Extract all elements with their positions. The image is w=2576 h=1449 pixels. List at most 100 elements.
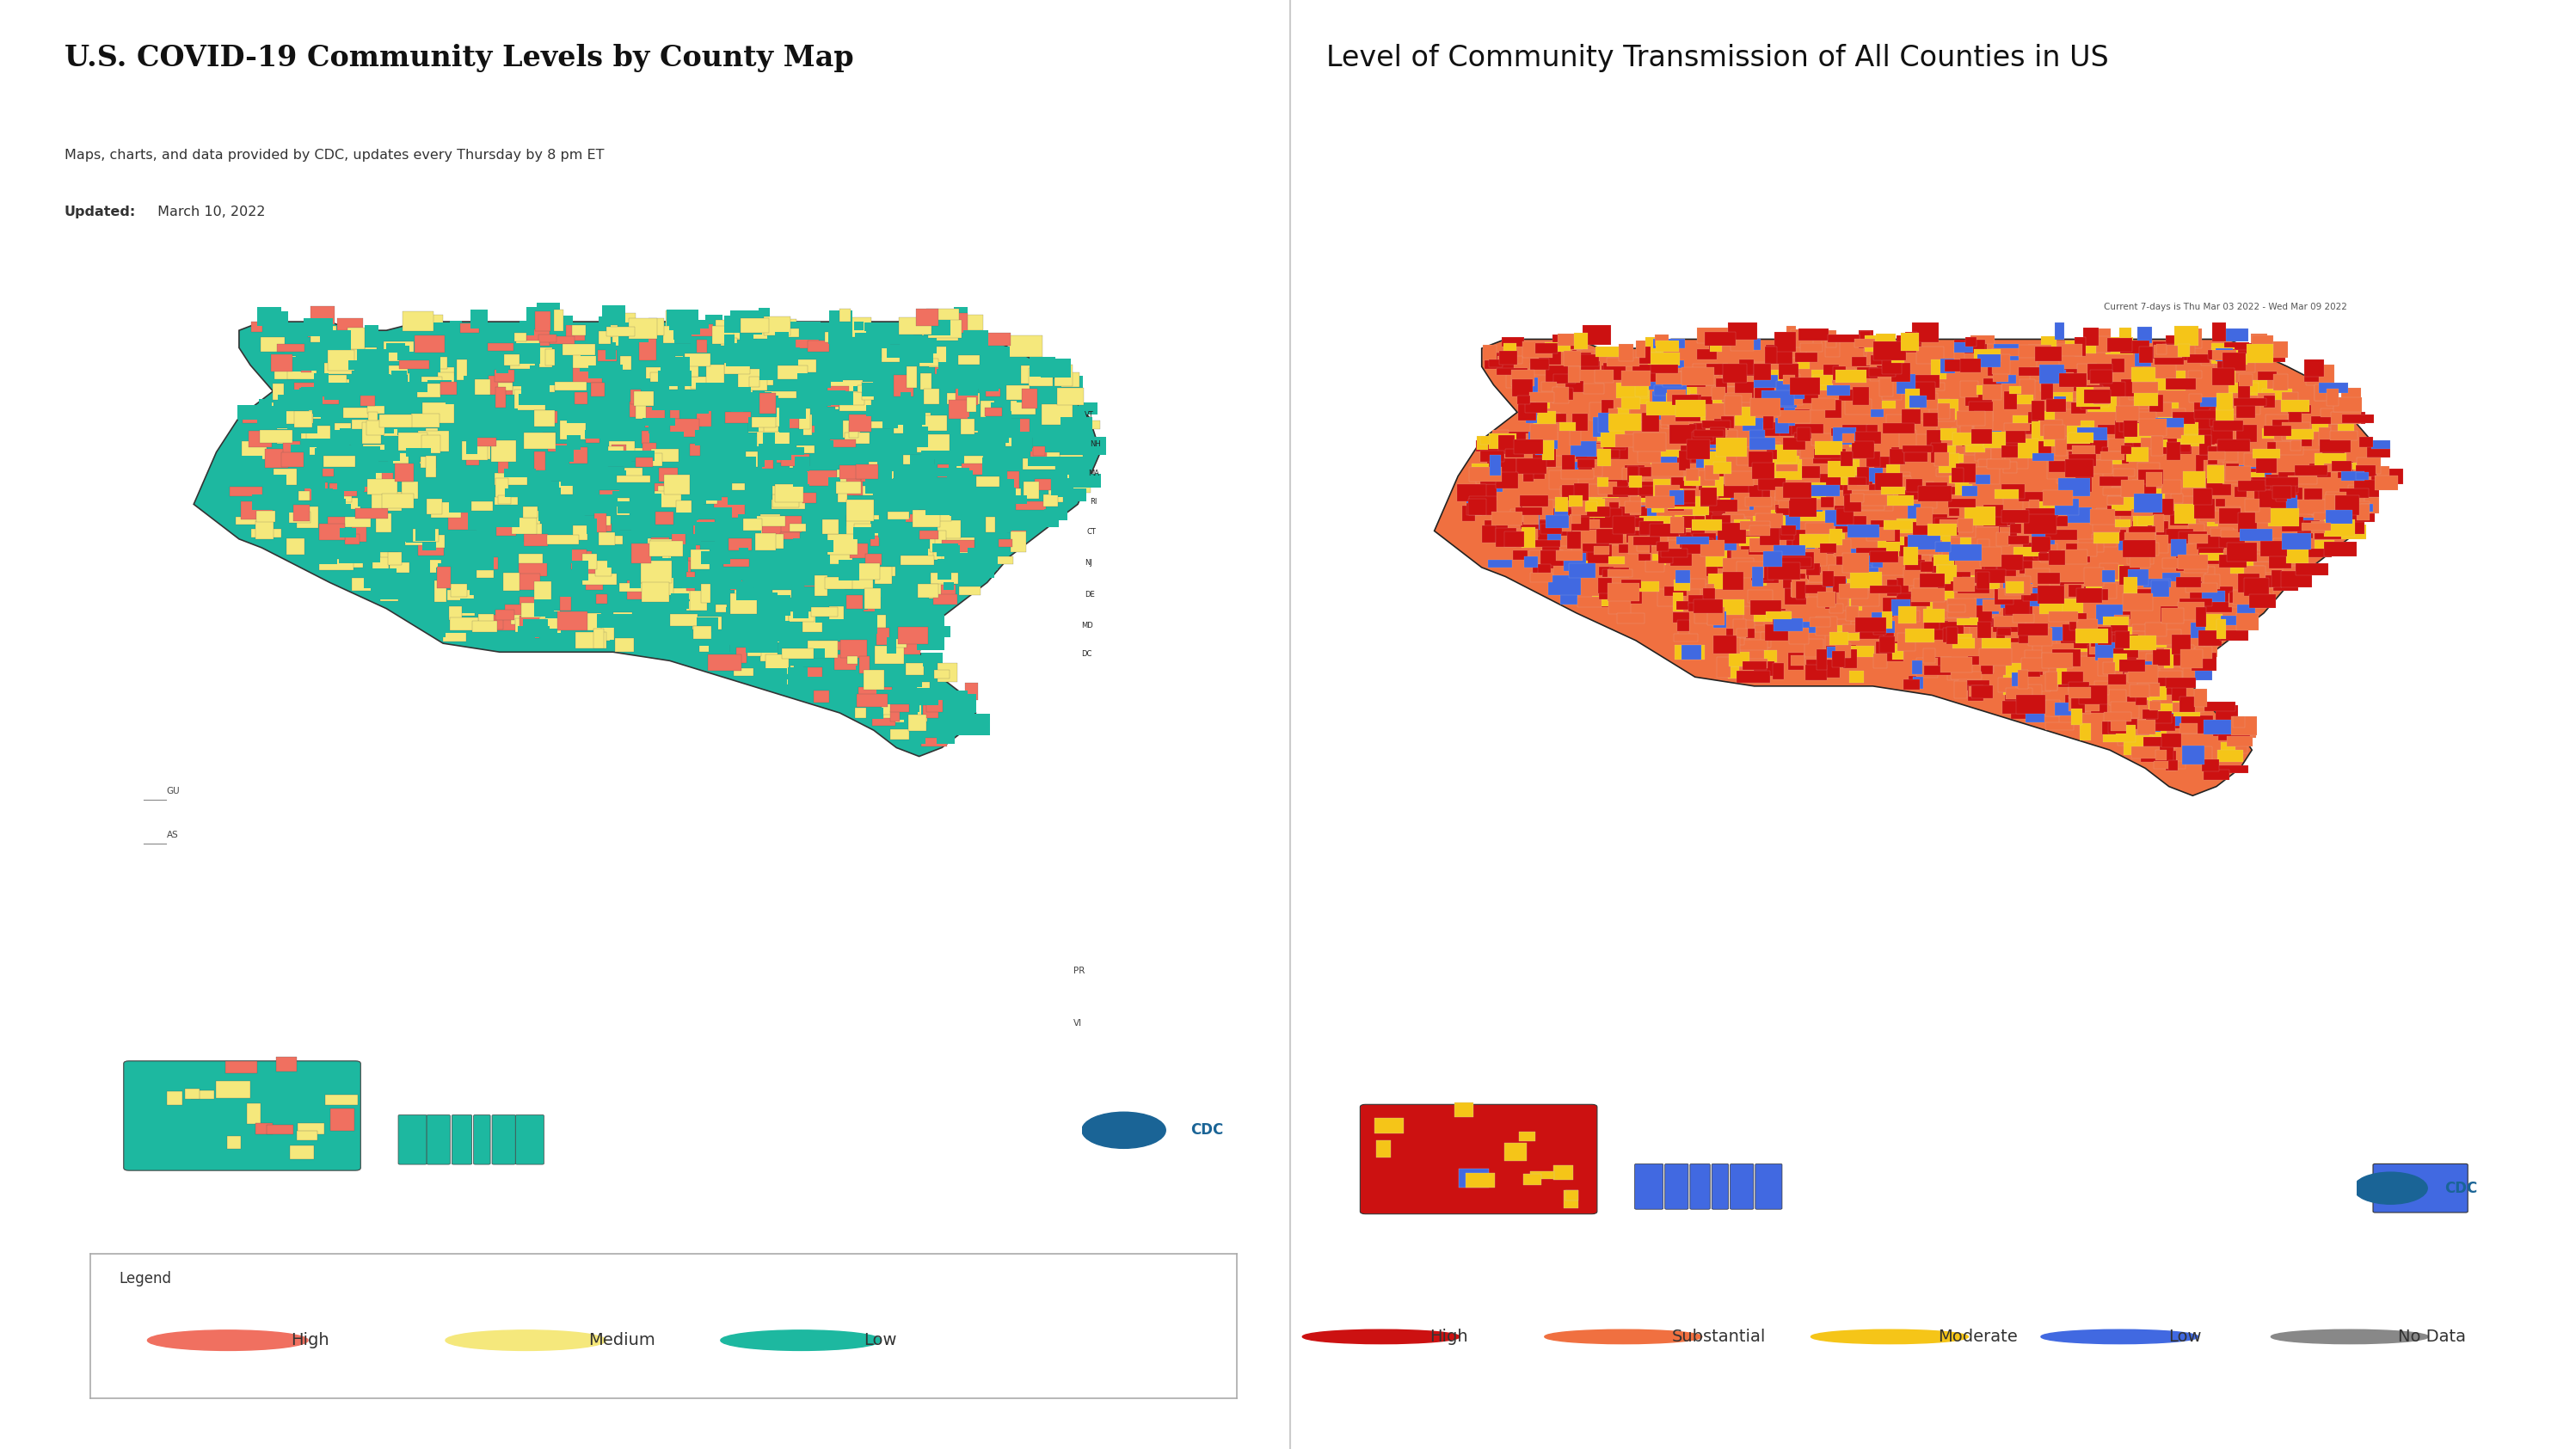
FancyBboxPatch shape <box>605 361 626 377</box>
FancyBboxPatch shape <box>1744 339 1759 349</box>
FancyBboxPatch shape <box>912 542 927 564</box>
FancyBboxPatch shape <box>2264 426 2290 436</box>
FancyBboxPatch shape <box>582 574 616 584</box>
FancyBboxPatch shape <box>768 635 788 642</box>
FancyBboxPatch shape <box>260 338 283 352</box>
FancyBboxPatch shape <box>2004 391 2017 409</box>
FancyBboxPatch shape <box>845 433 871 443</box>
FancyBboxPatch shape <box>1940 429 1958 440</box>
FancyBboxPatch shape <box>325 364 353 374</box>
FancyBboxPatch shape <box>327 510 348 529</box>
FancyBboxPatch shape <box>1960 423 1973 440</box>
FancyBboxPatch shape <box>734 645 762 664</box>
FancyBboxPatch shape <box>1819 619 1850 632</box>
FancyBboxPatch shape <box>1587 464 1602 477</box>
FancyBboxPatch shape <box>531 365 564 385</box>
FancyBboxPatch shape <box>1721 514 1744 522</box>
FancyBboxPatch shape <box>618 323 649 342</box>
FancyBboxPatch shape <box>531 610 559 630</box>
FancyBboxPatch shape <box>451 320 461 341</box>
FancyBboxPatch shape <box>2123 429 2146 448</box>
FancyBboxPatch shape <box>1788 627 1808 643</box>
FancyBboxPatch shape <box>1917 658 1937 677</box>
FancyBboxPatch shape <box>693 617 721 630</box>
FancyBboxPatch shape <box>1710 427 1726 445</box>
FancyBboxPatch shape <box>1674 580 1690 590</box>
FancyBboxPatch shape <box>987 410 1010 422</box>
FancyBboxPatch shape <box>1669 517 1685 533</box>
FancyBboxPatch shape <box>2004 461 2017 472</box>
FancyBboxPatch shape <box>433 458 448 468</box>
FancyBboxPatch shape <box>2239 383 2251 401</box>
FancyBboxPatch shape <box>1958 577 1989 593</box>
FancyBboxPatch shape <box>752 610 773 632</box>
FancyBboxPatch shape <box>696 383 729 394</box>
FancyBboxPatch shape <box>904 455 935 465</box>
FancyBboxPatch shape <box>793 484 809 493</box>
FancyBboxPatch shape <box>987 480 1015 494</box>
FancyBboxPatch shape <box>775 506 799 520</box>
FancyBboxPatch shape <box>495 478 507 500</box>
FancyBboxPatch shape <box>917 510 951 520</box>
FancyBboxPatch shape <box>675 325 690 343</box>
FancyBboxPatch shape <box>796 477 829 488</box>
FancyBboxPatch shape <box>379 445 410 464</box>
FancyBboxPatch shape <box>1061 417 1092 435</box>
FancyBboxPatch shape <box>680 403 708 414</box>
FancyBboxPatch shape <box>639 339 657 359</box>
FancyBboxPatch shape <box>670 593 688 609</box>
FancyBboxPatch shape <box>2009 523 2022 533</box>
FancyBboxPatch shape <box>1530 391 1553 403</box>
FancyBboxPatch shape <box>726 387 750 397</box>
FancyBboxPatch shape <box>1909 581 1924 591</box>
FancyBboxPatch shape <box>1618 545 1651 554</box>
FancyBboxPatch shape <box>853 485 873 496</box>
FancyBboxPatch shape <box>1533 416 1546 429</box>
FancyBboxPatch shape <box>466 336 492 349</box>
FancyBboxPatch shape <box>2221 616 2251 625</box>
FancyBboxPatch shape <box>788 329 799 338</box>
FancyBboxPatch shape <box>1056 478 1074 497</box>
FancyBboxPatch shape <box>958 714 989 736</box>
FancyBboxPatch shape <box>2050 706 2061 716</box>
FancyBboxPatch shape <box>1906 629 1935 643</box>
FancyBboxPatch shape <box>1953 639 1976 648</box>
FancyBboxPatch shape <box>1924 413 1937 427</box>
FancyBboxPatch shape <box>371 581 404 600</box>
FancyBboxPatch shape <box>1762 526 1795 540</box>
FancyBboxPatch shape <box>781 454 809 465</box>
FancyBboxPatch shape <box>904 569 935 585</box>
FancyBboxPatch shape <box>389 365 407 374</box>
FancyBboxPatch shape <box>495 387 505 407</box>
FancyBboxPatch shape <box>966 417 992 432</box>
FancyBboxPatch shape <box>672 400 685 410</box>
FancyBboxPatch shape <box>1783 552 1814 569</box>
FancyBboxPatch shape <box>2223 342 2249 351</box>
FancyBboxPatch shape <box>2081 420 2094 432</box>
FancyBboxPatch shape <box>1896 374 1917 394</box>
FancyBboxPatch shape <box>1752 567 1762 587</box>
FancyBboxPatch shape <box>2040 598 2063 614</box>
FancyBboxPatch shape <box>2215 619 2226 639</box>
FancyBboxPatch shape <box>2190 581 2202 600</box>
FancyBboxPatch shape <box>1906 478 1922 493</box>
FancyBboxPatch shape <box>2032 422 2045 440</box>
FancyBboxPatch shape <box>237 404 270 420</box>
FancyBboxPatch shape <box>922 614 945 626</box>
FancyBboxPatch shape <box>2128 665 2159 682</box>
FancyBboxPatch shape <box>1574 484 1589 501</box>
FancyBboxPatch shape <box>1497 472 1517 488</box>
FancyBboxPatch shape <box>2308 464 2331 478</box>
Circle shape <box>1082 1113 1164 1148</box>
FancyBboxPatch shape <box>677 545 696 558</box>
FancyBboxPatch shape <box>2022 665 2040 677</box>
FancyBboxPatch shape <box>1875 365 1896 374</box>
FancyBboxPatch shape <box>1772 390 1806 398</box>
FancyBboxPatch shape <box>1504 449 1525 458</box>
FancyBboxPatch shape <box>2143 736 2166 752</box>
FancyBboxPatch shape <box>1994 593 2027 607</box>
FancyBboxPatch shape <box>755 558 765 574</box>
FancyBboxPatch shape <box>1607 556 1625 565</box>
FancyBboxPatch shape <box>2331 412 2362 423</box>
FancyBboxPatch shape <box>935 504 953 516</box>
